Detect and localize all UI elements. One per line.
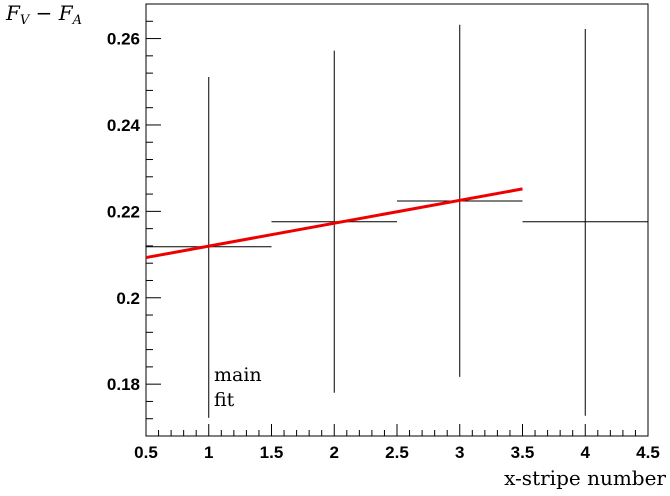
- y-tick-label: 0.26: [107, 30, 140, 49]
- annotation-line-2: fit: [214, 389, 235, 411]
- x-tick-label: 0.5: [134, 443, 158, 462]
- x-tick-label: 2.5: [385, 443, 409, 462]
- y-axis-title-minus-f: − F: [29, 1, 73, 25]
- fit-line: [145, 187, 523, 260]
- x-tick-label: 4: [581, 443, 591, 462]
- y-tick-label: 0.22: [107, 202, 140, 221]
- x-tick-label: 3.5: [511, 443, 535, 462]
- y-axis-title-f: F: [5, 1, 21, 25]
- x-tick-label: 2: [330, 443, 339, 462]
- x-tick-label: 3: [455, 443, 464, 462]
- annotation-line-1: main: [214, 364, 262, 386]
- y-axis-title-sub-v: V: [20, 13, 31, 28]
- x-tick-label: 1.5: [260, 443, 284, 462]
- x-axis-title: x-stripe number: [504, 466, 666, 490]
- y-tick-label: 0.2: [116, 289, 140, 308]
- x-tick-label: 1: [204, 443, 213, 462]
- y-axis-title-sub-a: A: [72, 13, 82, 28]
- y-tick-label: 0.24: [107, 116, 141, 135]
- y-tick-label: 0.18: [107, 375, 140, 394]
- y-axis-title: FV − FA: [5, 1, 82, 28]
- x-tick-label: 4.5: [636, 443, 660, 462]
